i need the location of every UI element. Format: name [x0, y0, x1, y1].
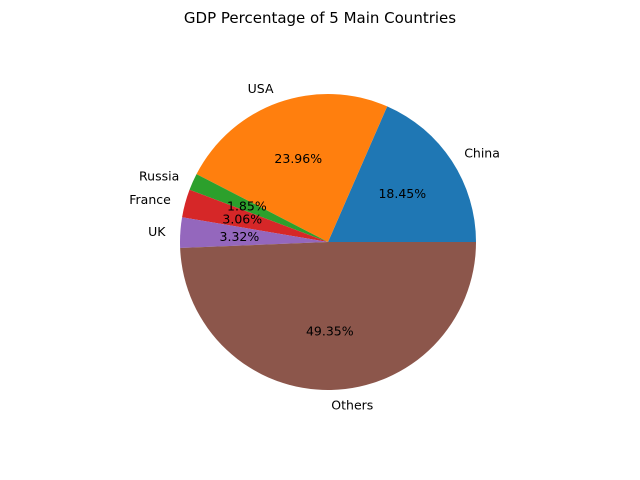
slice-usa	[196, 94, 388, 242]
label-russia: Russia	[139, 168, 179, 183]
pct-france: 3.06%	[222, 211, 262, 226]
label-china: China	[464, 145, 500, 160]
slice-others	[180, 242, 476, 390]
pie-slices	[180, 94, 476, 390]
pct-uk: 3.32%	[220, 229, 260, 244]
label-france: France	[129, 192, 171, 207]
slice-china	[328, 106, 476, 242]
chart-title: GDP Percentage of 5 Main Countries	[184, 9, 456, 27]
pct-usa: 23.96%	[274, 151, 322, 166]
pie-percent-labels: 18.45% 23.96% 1.85%3.06% 3.32% 49.35%	[220, 151, 427, 338]
slice-france	[182, 189, 328, 242]
pct-others: 49.35%	[306, 323, 354, 338]
pct-china: 18.45%	[378, 186, 426, 201]
slice-uk	[180, 217, 328, 248]
label-usa: USA	[248, 81, 274, 96]
label-uk: UK	[148, 224, 166, 239]
pie-labels: China USA Russia France UK Others	[129, 81, 500, 412]
pct-russia: 1.85%	[227, 198, 267, 213]
label-others: Others	[331, 397, 373, 412]
slice-russia	[189, 174, 328, 242]
